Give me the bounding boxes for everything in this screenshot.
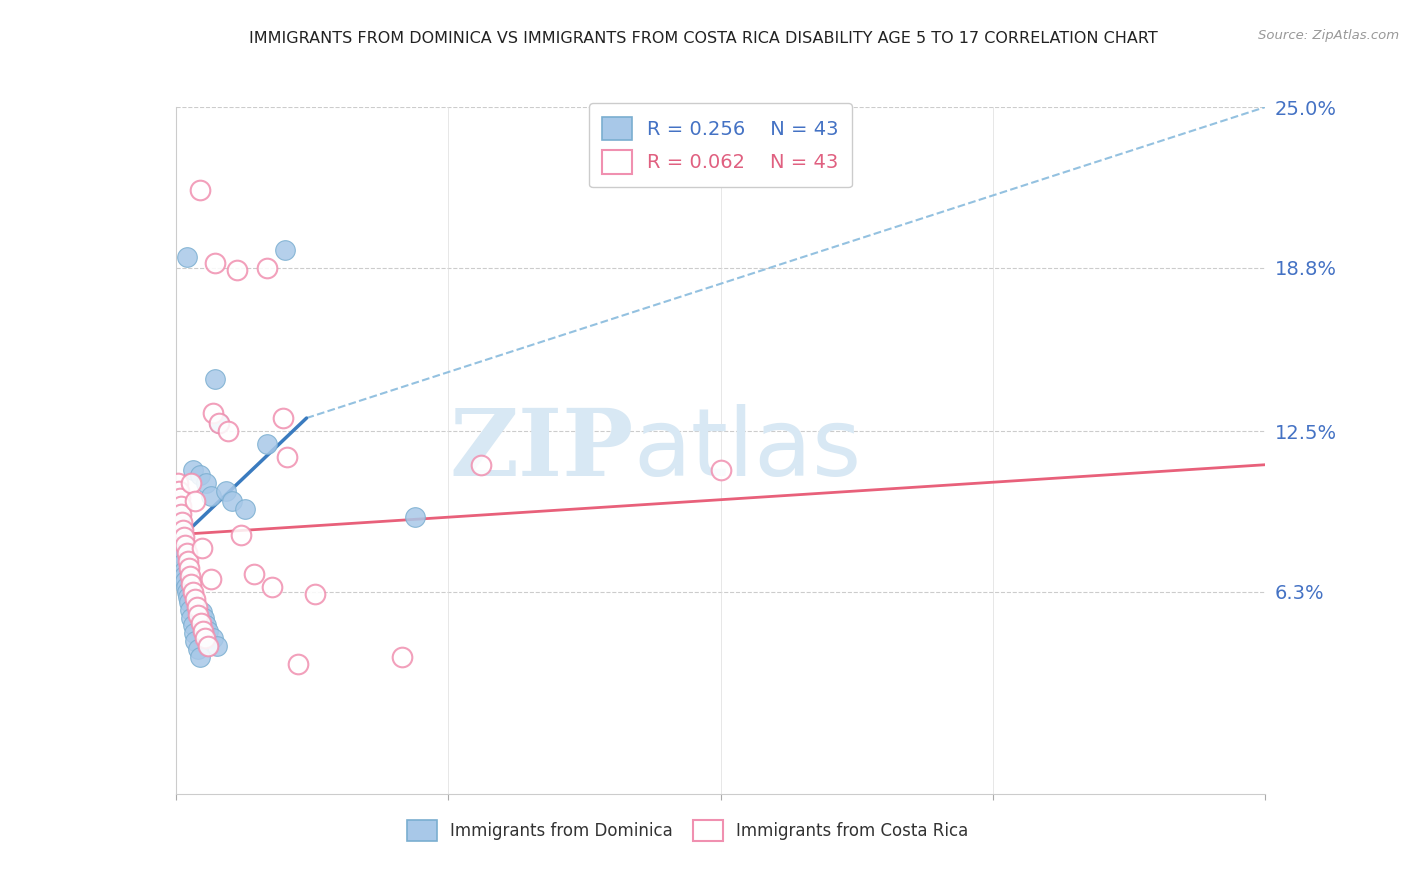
Point: [235, 501, 257, 516]
Point: [276, 450, 298, 464]
Point: [172, 556, 194, 570]
Legend: Immigrants from Dominica, Immigrants from Costa Rica: Immigrants from Dominica, Immigrants fro…: [401, 814, 976, 847]
Point: [167, 475, 190, 490]
Point: [177, 561, 200, 575]
Point: [172, 523, 194, 537]
Point: [181, 463, 204, 477]
Point: [243, 566, 266, 581]
Point: [172, 543, 194, 558]
Text: Source: ZipAtlas.com: Source: ZipAtlas.com: [1258, 29, 1399, 42]
Point: [169, 499, 191, 513]
Point: [169, 520, 191, 534]
Point: [197, 639, 219, 653]
Point: [208, 416, 231, 430]
Point: [167, 501, 190, 516]
Point: [176, 584, 198, 599]
Point: [197, 624, 219, 638]
Point: [191, 606, 214, 620]
Point: [391, 649, 413, 664]
Point: [174, 580, 197, 594]
Point: [170, 538, 193, 552]
Point: [188, 468, 211, 483]
Point: [200, 572, 222, 586]
Point: [201, 406, 224, 420]
Point: [179, 603, 201, 617]
Text: atlas: atlas: [633, 404, 862, 497]
Point: [176, 546, 198, 560]
Point: [188, 649, 211, 664]
Point: [191, 541, 214, 555]
Point: [231, 527, 253, 541]
Point: [167, 509, 190, 524]
Point: [271, 411, 294, 425]
Point: [170, 533, 193, 547]
Point: [180, 577, 202, 591]
Point: [405, 509, 427, 524]
Text: ZIP: ZIP: [449, 406, 633, 495]
Point: [174, 538, 197, 552]
Text: IMMIGRANTS FROM DOMINICA VS IMMIGRANTS FROM COSTA RICA DISABILITY AGE 5 TO 17 CO: IMMIGRANTS FROM DOMINICA VS IMMIGRANTS F…: [249, 31, 1157, 46]
Point: [215, 483, 238, 498]
Point: [173, 564, 195, 578]
Point: [304, 587, 326, 601]
Point: [710, 463, 733, 477]
Point: [167, 483, 190, 498]
Point: [169, 515, 191, 529]
Point: [194, 632, 217, 646]
Point: [195, 475, 218, 490]
Point: [217, 424, 239, 438]
Point: [186, 641, 209, 656]
Point: [200, 489, 222, 503]
Point: [172, 515, 194, 529]
Point: [208, 416, 231, 430]
Point: [260, 580, 283, 594]
Point: [184, 634, 207, 648]
Point: [170, 507, 193, 521]
Point: [193, 610, 215, 624]
Point: [191, 624, 214, 638]
Point: [184, 494, 207, 508]
Point: [180, 475, 202, 490]
Point: [176, 590, 198, 604]
Point: [186, 600, 208, 615]
Point: [176, 553, 198, 567]
Point: [195, 618, 218, 632]
Point: [205, 639, 228, 653]
Point: [172, 549, 194, 563]
Point: [169, 527, 191, 541]
Point: [225, 263, 247, 277]
Point: [181, 584, 204, 599]
Point: [173, 530, 195, 544]
Point: [204, 255, 226, 269]
Point: [274, 243, 297, 257]
Point: [177, 595, 200, 609]
Point: [180, 610, 202, 624]
Point: [287, 657, 309, 672]
Point: [176, 251, 198, 265]
Point: [183, 626, 205, 640]
Point: [256, 437, 278, 451]
Point: [221, 494, 243, 508]
Point: [169, 491, 191, 506]
Point: [187, 608, 209, 623]
Point: [174, 574, 197, 589]
Point: [184, 592, 207, 607]
Point: [204, 372, 226, 386]
Point: [190, 615, 212, 630]
Point: [179, 569, 201, 583]
Point: [256, 260, 278, 275]
Point: [470, 458, 492, 472]
Point: [188, 183, 211, 197]
Point: [201, 632, 224, 646]
Point: [173, 569, 195, 583]
Point: [181, 618, 204, 632]
